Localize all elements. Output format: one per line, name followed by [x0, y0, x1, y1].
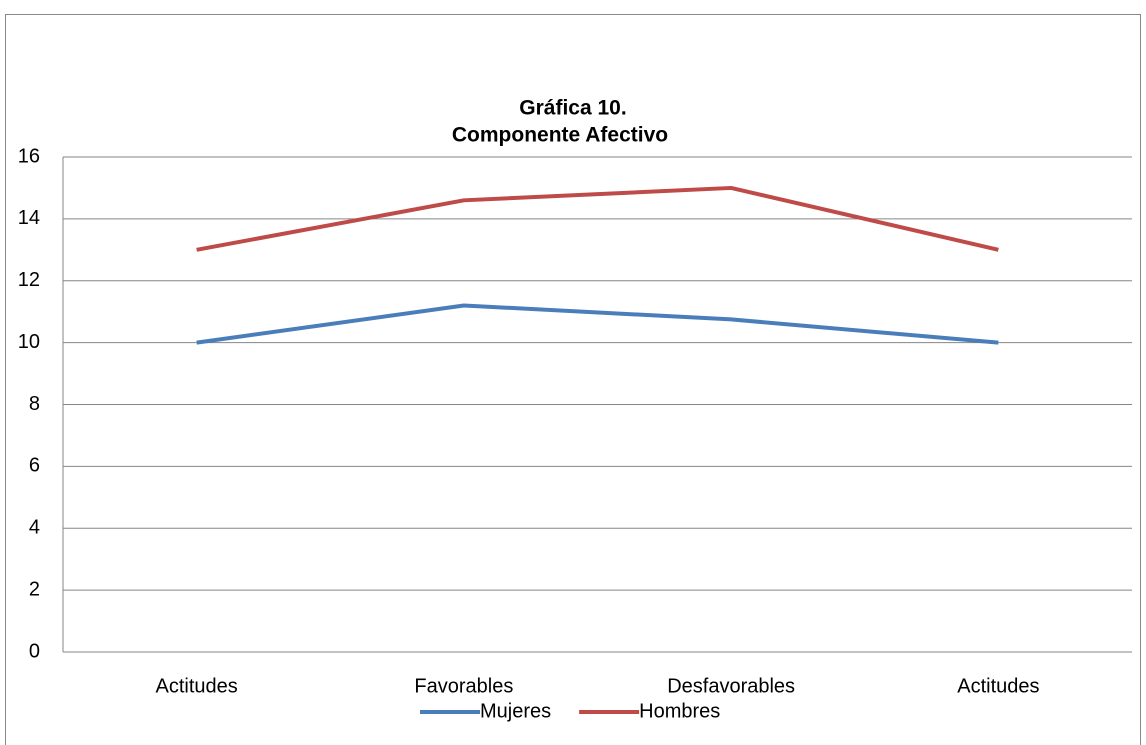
chart-title: Gráfica 10.	[519, 97, 626, 120]
chart-frame	[5, 14, 1141, 745]
y-tick-label: 4	[29, 517, 40, 539]
x-tick-label: Desfavorables	[667, 675, 795, 697]
y-tick-label: 12	[18, 269, 40, 291]
series-line	[196, 303, 999, 345]
x-tick-label: Actitudes	[155, 675, 237, 697]
x-tick-label: Favorables	[414, 675, 513, 697]
chart-subtitle: Componente Afectivo	[452, 124, 668, 147]
y-tick-label: 0	[29, 640, 40, 662]
legend-label: Hombres	[639, 700, 720, 722]
y-tick-label: 2	[29, 578, 40, 600]
series-line	[196, 185, 999, 252]
x-tick-label: Actitudes	[957, 675, 1039, 697]
y-tick-label: 16	[18, 145, 40, 167]
y-tick-label: 14	[18, 207, 40, 229]
y-tick-label: 8	[29, 393, 40, 415]
y-tick-label: 10	[18, 331, 40, 353]
y-tick-label: 6	[29, 455, 40, 477]
legend-label: Mujeres	[480, 700, 551, 722]
